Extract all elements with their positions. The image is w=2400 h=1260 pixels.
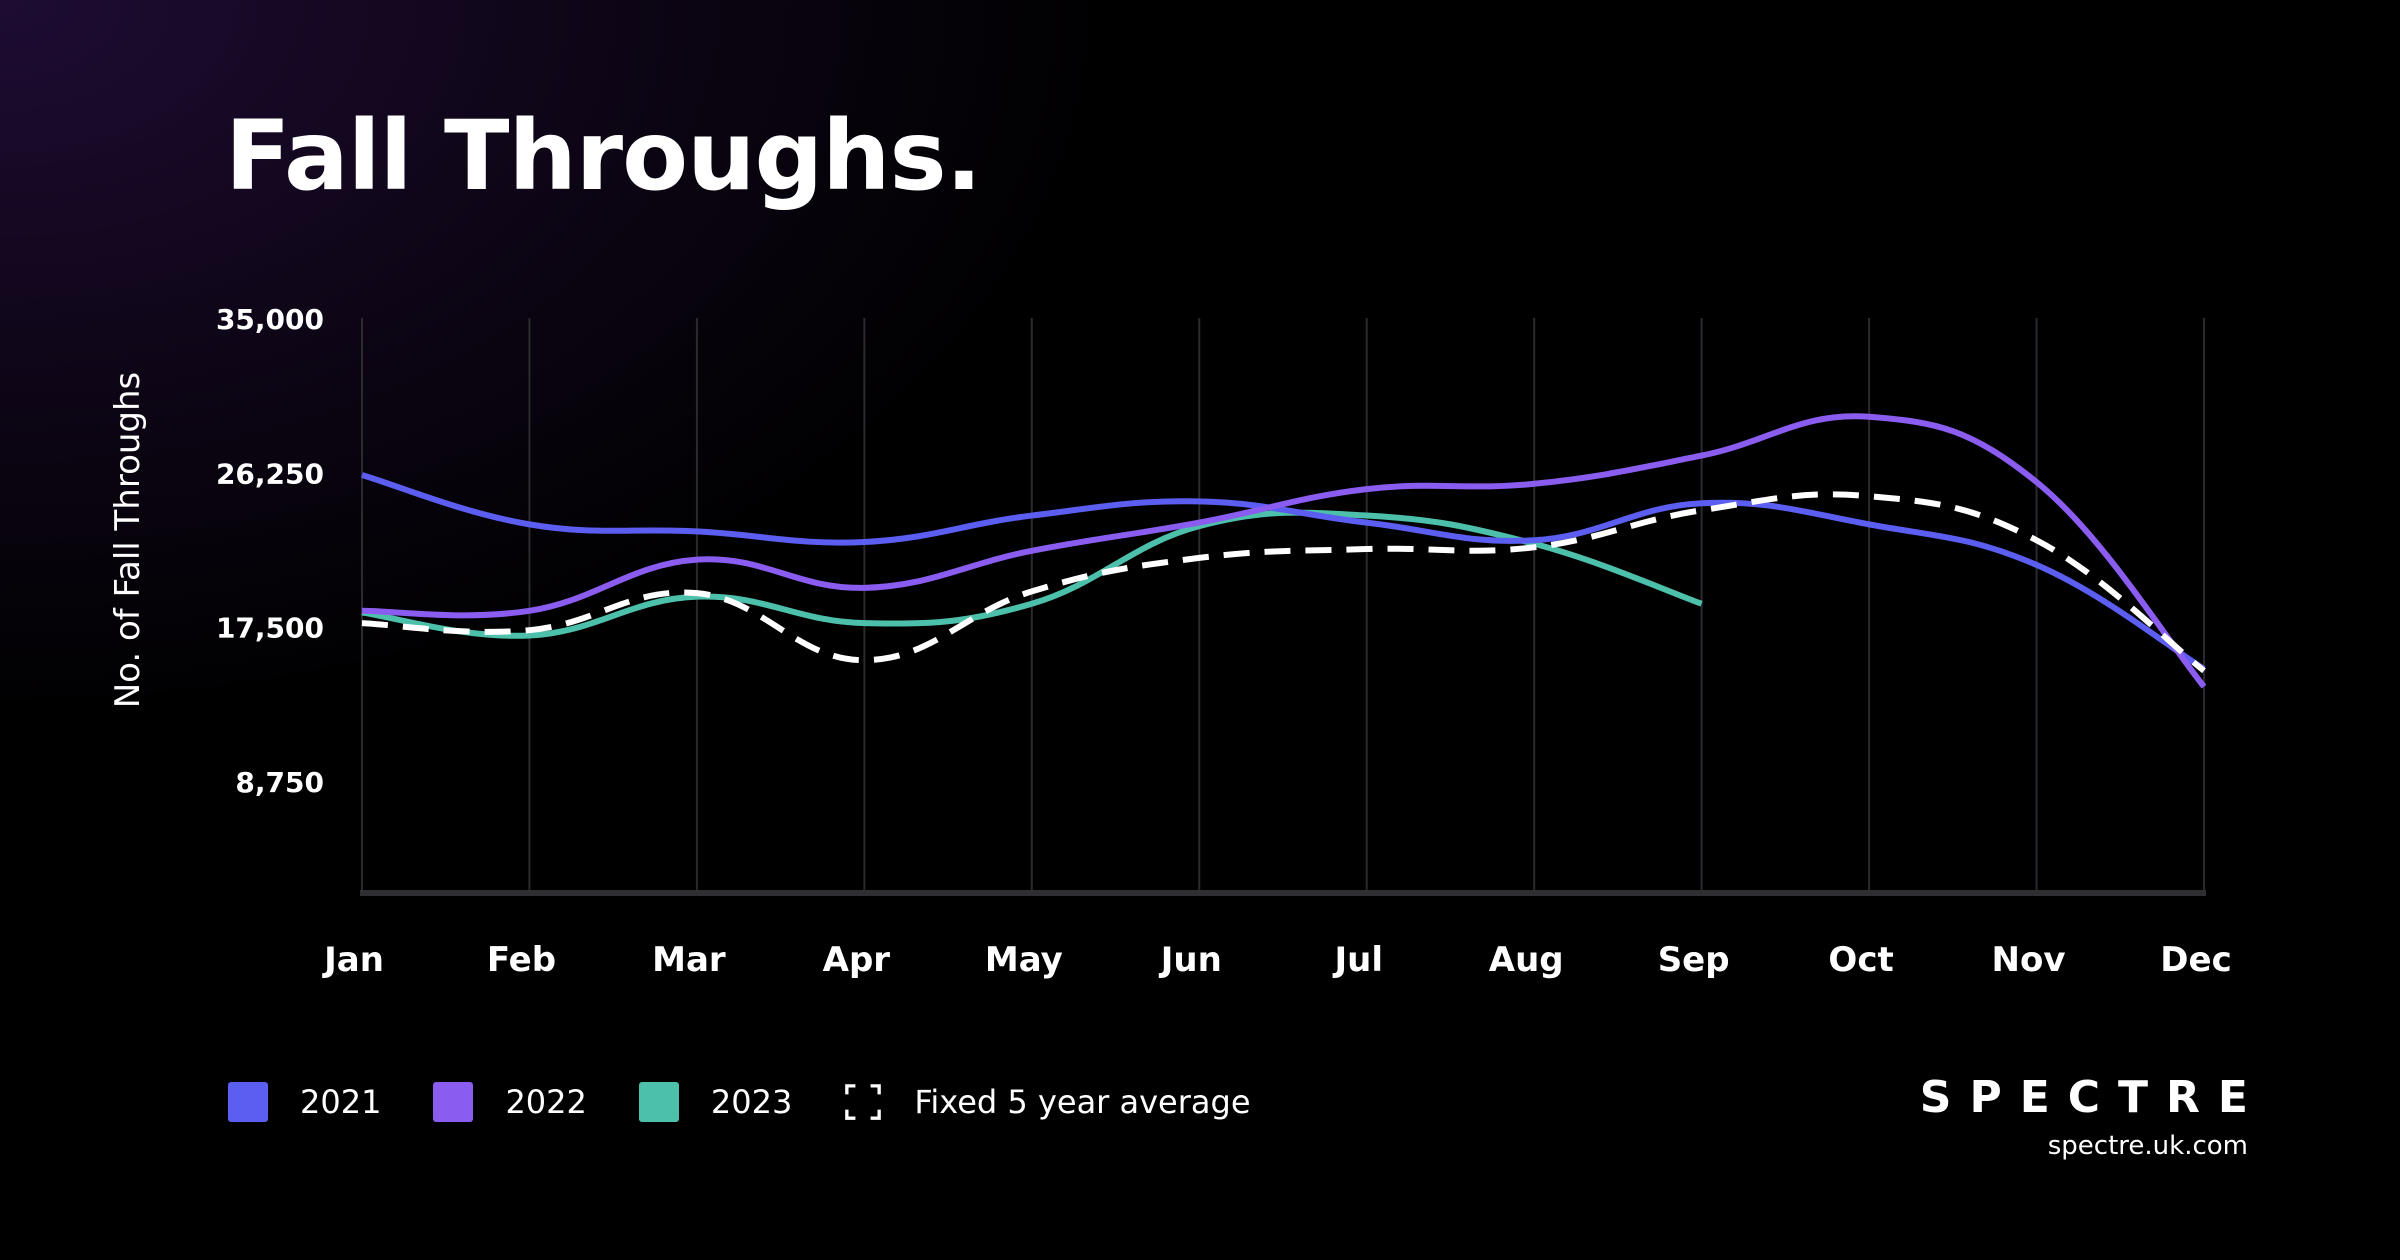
x-tick-label: May	[985, 940, 1063, 980]
brand-block: SPECTRE spectre.uk.com	[1920, 1072, 2248, 1161]
x-tick-label: Dec	[2160, 940, 2231, 980]
series-line-2021	[361, 472, 2206, 672]
legend-swatch-dashed-icon	[845, 1084, 882, 1120]
legend-label-2021: 2021	[300, 1083, 382, 1121]
series-line-2023	[361, 509, 1703, 639]
x-tick-label: Aug	[1489, 940, 1564, 980]
y-tick-label: 26,250	[216, 457, 324, 490]
x-tick-label: Feb	[487, 940, 556, 980]
legend-swatch-2023	[638, 1082, 679, 1122]
x-tick-label: Oct	[1828, 940, 1893, 980]
y-tick-label: 8,750	[235, 766, 324, 799]
legend-item-2023: 2023	[638, 1082, 793, 1122]
x-tick-label: Sep	[1658, 940, 1730, 980]
legend-swatch-2022	[433, 1082, 474, 1122]
page-title: Fall Throughs.	[225, 100, 982, 212]
y-tick-label: 17,500	[216, 612, 324, 645]
legend-item-2022: 2022	[433, 1082, 587, 1122]
legend-label-average: Fixed 5 year average	[914, 1083, 1251, 1121]
legend-item-average: Fixed 5 year average	[844, 1083, 1251, 1121]
y-axis-label: No. of Fall Throughs	[108, 371, 148, 709]
legend-swatch-2021	[228, 1082, 268, 1122]
line-chart: 35,000 26,250 17,500 8,750 Jan Feb Mar Apr May Ju…	[216, 303, 2232, 980]
brand-url: spectre.uk.com	[2047, 1131, 2248, 1161]
x-tick-label: Nov	[1992, 940, 2066, 980]
series-line-2022	[361, 413, 2207, 689]
x-tick-label: Jul	[1332, 940, 1383, 980]
x-tick-label: Apr	[823, 940, 891, 980]
x-tick-label: Jan	[322, 940, 384, 980]
legend-label-2022: 2022	[505, 1083, 587, 1121]
chart-legend: 2021 2022 2023 Fixed 5 year average	[228, 1082, 1303, 1122]
legend-item-2021: 2021	[228, 1082, 381, 1122]
y-tick-label: 35,000	[216, 303, 324, 336]
x-tick-label: Jun	[1159, 940, 1222, 980]
series-line-fixed-5-year-average	[361, 491, 2206, 674]
x-tick-label: Mar	[652, 940, 726, 980]
legend-label-2023: 2023	[710, 1083, 793, 1121]
brand-logo: SPECTRE	[1919, 1072, 2266, 1123]
